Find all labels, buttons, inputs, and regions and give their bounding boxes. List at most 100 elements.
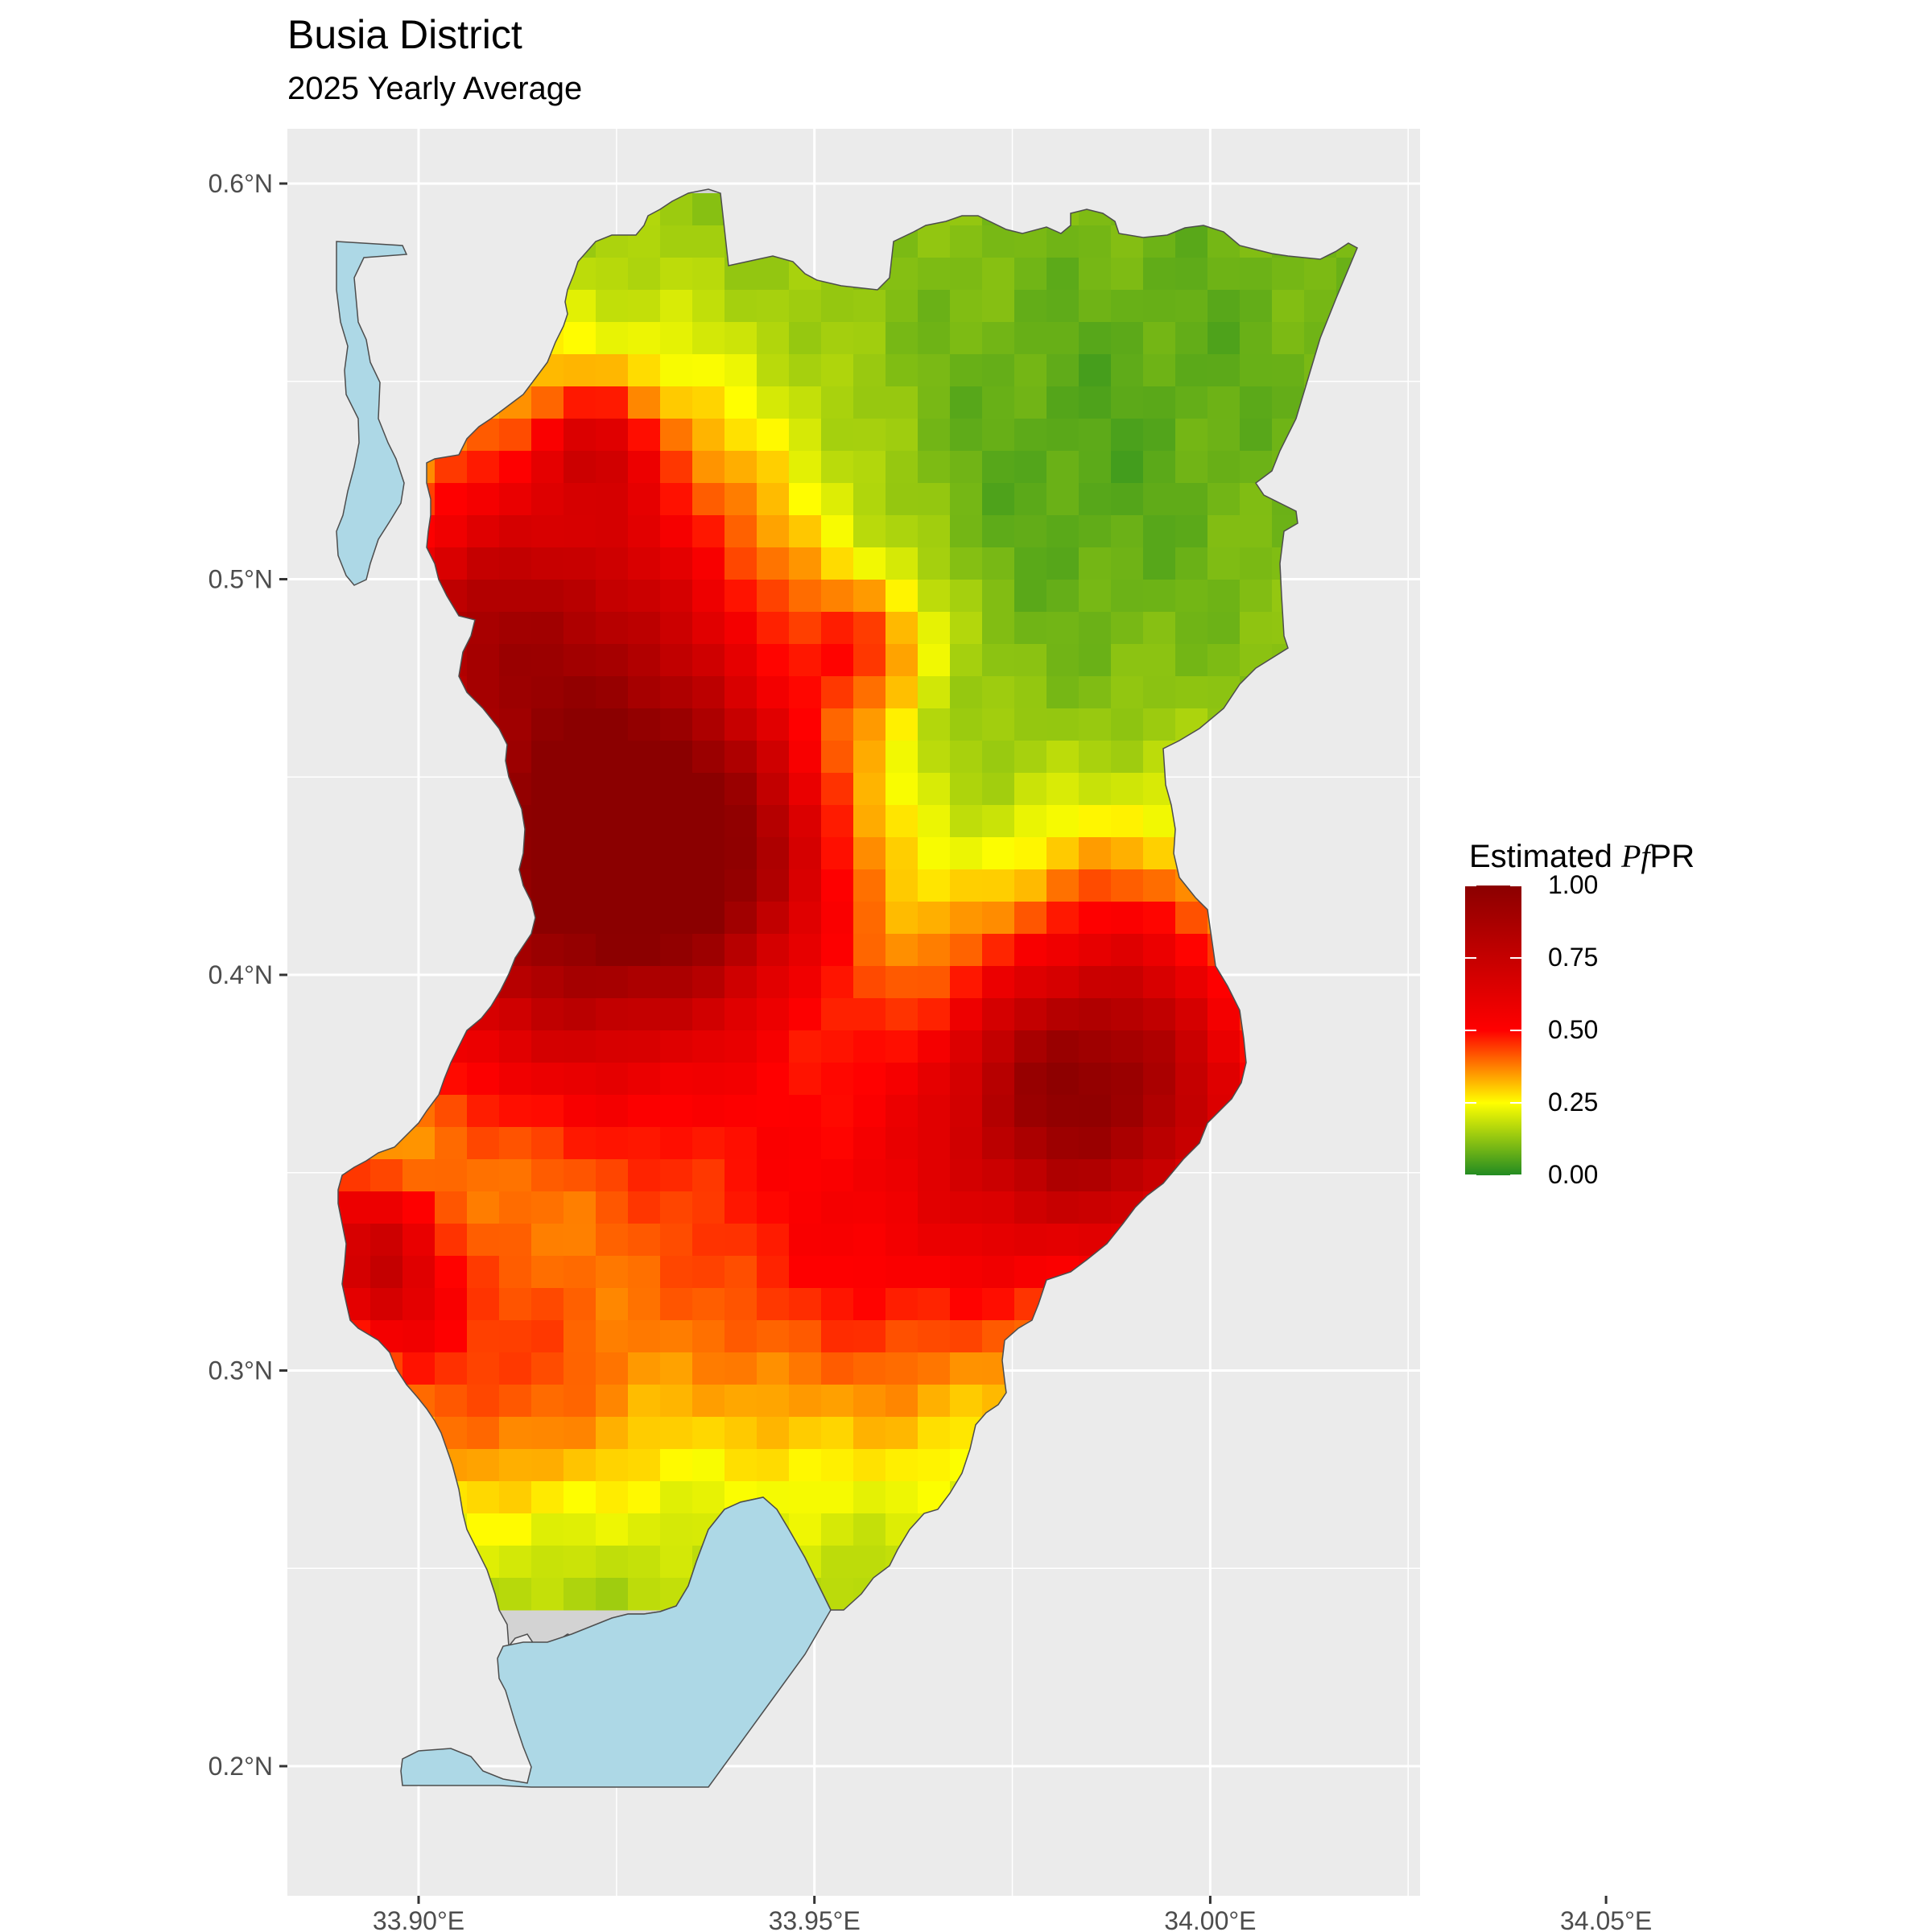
lake-polygon-south xyxy=(400,1496,832,1788)
raster-cell xyxy=(1046,837,1080,870)
raster-cell xyxy=(918,1095,951,1128)
raster-cell xyxy=(596,1481,629,1514)
raster-cell xyxy=(1240,547,1273,580)
raster-cell xyxy=(467,1449,500,1482)
raster-cell xyxy=(1143,419,1176,452)
raster-cell xyxy=(1079,515,1112,548)
raster-cell xyxy=(789,1288,822,1321)
raster-cell xyxy=(918,902,951,935)
raster-cell xyxy=(370,1159,403,1192)
raster-cell xyxy=(1014,419,1047,452)
raster-cell xyxy=(918,805,951,838)
raster-cell xyxy=(596,1256,629,1289)
raster-cell xyxy=(596,1352,629,1385)
raster-cell xyxy=(853,483,886,516)
raster-cell xyxy=(1046,998,1080,1031)
raster-cell xyxy=(821,934,854,967)
raster-cell xyxy=(886,741,919,774)
raster-cell xyxy=(853,1063,886,1096)
raster-cell xyxy=(1143,483,1176,516)
raster-cell xyxy=(435,1095,468,1128)
raster-cell xyxy=(757,741,790,774)
raster-cell xyxy=(982,419,1015,452)
raster-cell xyxy=(1143,451,1176,484)
raster-cell xyxy=(821,902,854,935)
raster-cell xyxy=(660,708,693,741)
raster-cell xyxy=(435,1127,468,1160)
raster-cell xyxy=(1079,1095,1112,1128)
raster-cell xyxy=(918,1030,951,1063)
raster-cell xyxy=(1046,580,1080,613)
raster-cell xyxy=(1014,580,1047,613)
raster-cell xyxy=(660,1385,693,1418)
raster-cell xyxy=(950,1030,983,1063)
raster-cell xyxy=(1111,902,1144,935)
raster-cell xyxy=(531,708,564,741)
raster-cell xyxy=(660,1095,693,1128)
raster-cell xyxy=(564,612,597,645)
raster-cell xyxy=(853,1224,886,1257)
raster-cell xyxy=(853,708,886,741)
raster-cell xyxy=(821,1159,854,1192)
raster-cell xyxy=(467,451,500,484)
raster-cell xyxy=(628,1191,661,1224)
raster-cell xyxy=(1111,290,1144,323)
legend-label: 0.25 xyxy=(1548,1088,1599,1117)
raster-cell xyxy=(789,998,822,1031)
raster-cell xyxy=(724,1127,758,1160)
raster-cell xyxy=(982,612,1015,645)
raster-cell xyxy=(499,1063,532,1096)
raster-cell xyxy=(950,612,983,645)
raster-cell xyxy=(692,612,725,645)
raster-cell xyxy=(1111,708,1144,741)
raster-cell xyxy=(692,1063,725,1096)
raster-cell xyxy=(628,322,661,355)
raster-cell xyxy=(724,1256,758,1289)
raster-cell xyxy=(660,1546,693,1579)
raster-cell xyxy=(499,644,532,677)
raster-cell xyxy=(950,676,983,709)
raster-cell xyxy=(1143,676,1176,709)
raster-cell xyxy=(660,966,693,999)
raster-cell xyxy=(596,1320,629,1353)
raster-cell xyxy=(660,483,693,516)
raster-cell xyxy=(757,515,790,548)
raster-cell xyxy=(950,966,983,999)
raster-cell xyxy=(853,386,886,419)
raster-cell xyxy=(628,1481,661,1514)
raster-cell xyxy=(1111,1159,1144,1192)
raster-cell xyxy=(886,773,919,806)
raster-cell xyxy=(660,998,693,1031)
raster-cell xyxy=(628,1288,661,1321)
raster-cell xyxy=(531,1352,564,1385)
raster-cell xyxy=(789,1417,822,1450)
raster-cell xyxy=(628,547,661,580)
raster-cell xyxy=(1175,386,1208,419)
raster-cell xyxy=(789,322,822,355)
raster-cell xyxy=(918,290,951,323)
raster-cell xyxy=(628,483,661,516)
raster-cell xyxy=(789,1320,822,1353)
raster-cell xyxy=(692,998,725,1031)
raster-cell xyxy=(628,419,661,452)
raster-cell xyxy=(1079,1159,1112,1192)
raster-cell xyxy=(1079,290,1112,323)
raster-cell xyxy=(724,644,758,677)
raster-cell xyxy=(789,902,822,935)
raster-cell xyxy=(1014,966,1047,999)
legend-title-italic: Pf xyxy=(1620,838,1650,874)
raster-cell xyxy=(853,1385,886,1418)
raster-cell xyxy=(950,290,983,323)
x-tick-label: 33.90°E xyxy=(373,1906,464,1932)
raster-cell xyxy=(821,386,854,419)
raster-cell xyxy=(1208,998,1241,1031)
raster-cell xyxy=(1079,225,1112,258)
raster-cell xyxy=(1272,290,1305,323)
raster-cell xyxy=(724,1417,758,1450)
raster-cell xyxy=(628,1385,661,1418)
raster-cell xyxy=(660,290,693,323)
raster-cell xyxy=(789,773,822,806)
raster-cell xyxy=(660,805,693,838)
raster-cell xyxy=(757,708,790,741)
raster-cell xyxy=(596,708,629,741)
